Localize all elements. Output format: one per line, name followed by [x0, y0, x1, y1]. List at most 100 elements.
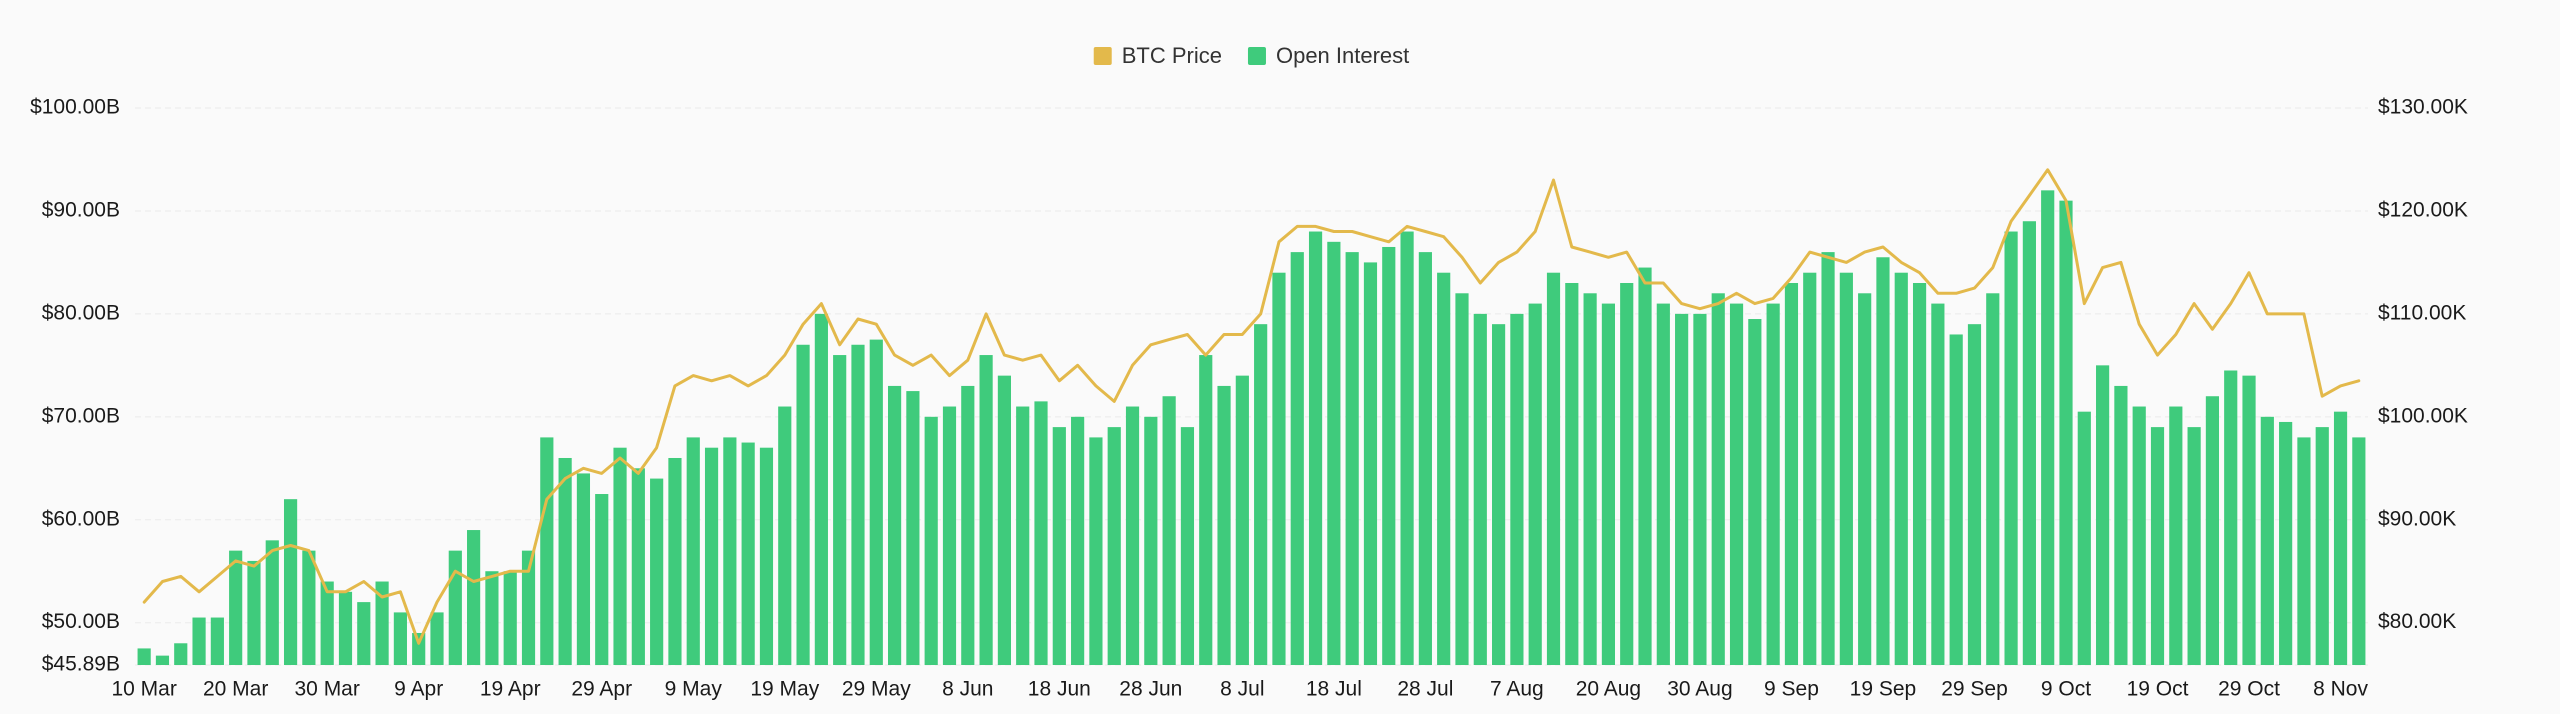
bar	[2297, 437, 2311, 665]
bar	[1290, 252, 1304, 666]
y-tick-label: $45.89B	[42, 653, 120, 676]
bar	[448, 550, 462, 665]
bar	[2333, 411, 2348, 665]
bar	[1894, 272, 1908, 665]
x-tick-label: 18 Jul	[1306, 678, 1362, 701]
bar	[503, 571, 517, 665]
y-tick-label: $80.00B	[42, 301, 120, 324]
bar	[942, 406, 957, 665]
bar	[2187, 427, 2201, 665]
bar	[2242, 375, 2256, 665]
y2-tick-label: $100.00K	[2378, 404, 2468, 427]
bar	[2205, 396, 2220, 665]
x-tick-label: 7 Aug	[1490, 678, 1544, 701]
x-tick-label: 29 May	[842, 678, 911, 701]
bar	[1693, 313, 1707, 665]
bar	[1656, 303, 1670, 665]
bar	[210, 617, 224, 665]
y-tick-label: $70.00B	[42, 404, 120, 427]
bar	[558, 457, 572, 665]
bar	[467, 530, 481, 665]
bar	[2041, 190, 2055, 665]
bar	[1766, 303, 1780, 665]
bar	[485, 571, 499, 665]
bar	[833, 355, 847, 665]
x-tick-label: 8 Nov	[2313, 678, 2368, 701]
bar	[869, 339, 883, 665]
bar	[1729, 303, 1744, 665]
x-tick-label: 19 May	[750, 678, 819, 701]
bar	[595, 494, 609, 665]
bar	[613, 447, 627, 665]
bar	[1638, 267, 1652, 665]
bar	[412, 632, 426, 665]
bar	[1455, 293, 1469, 665]
bar	[302, 550, 316, 665]
bar	[1125, 406, 1140, 665]
bar	[1327, 241, 1341, 665]
x-tick-label: 19 Oct	[2127, 678, 2189, 701]
bar	[1967, 324, 1982, 665]
bar	[2260, 416, 2274, 665]
bar	[1546, 272, 1561, 665]
x-tick-label: 8 Jul	[1220, 678, 1264, 701]
bar	[1400, 231, 1414, 665]
bar	[1363, 262, 1378, 665]
bar	[2004, 231, 2018, 665]
x-tick-label: 18 Jun	[1028, 678, 1091, 701]
bar	[1308, 231, 1323, 665]
bar	[906, 391, 920, 665]
bar	[137, 648, 151, 665]
bar	[229, 550, 243, 665]
y-tick-label: $60.00B	[42, 507, 120, 530]
legend-swatch	[1093, 47, 1112, 65]
bar	[1986, 293, 2000, 665]
bar	[979, 355, 993, 665]
x-tick-label: 8 Jun	[942, 678, 993, 701]
bar	[2077, 411, 2091, 665]
bar	[1473, 313, 1487, 665]
y2-tick-label: $110.00K	[2378, 301, 2466, 324]
bar	[1418, 252, 1432, 666]
bar	[283, 499, 298, 665]
bar	[430, 612, 444, 665]
bar	[741, 442, 755, 665]
bar	[1144, 416, 1158, 665]
bar	[2279, 421, 2293, 665]
legend-swatch	[1247, 47, 1266, 65]
bar	[1254, 324, 1268, 665]
bar	[174, 643, 188, 665]
x-tick-label: 30 Aug	[1667, 678, 1732, 701]
bar	[759, 447, 774, 665]
bar	[2059, 200, 2073, 666]
bar	[521, 550, 536, 665]
bar	[1620, 282, 1634, 665]
x-tick-label: 10 Mar	[111, 678, 176, 701]
bar	[265, 540, 279, 665]
bar	[357, 602, 371, 665]
bar	[1748, 319, 1762, 665]
bar	[1034, 401, 1048, 665]
bar	[2022, 221, 2036, 665]
bar	[1235, 375, 1249, 665]
bar	[2315, 427, 2329, 665]
bar	[1345, 252, 1359, 666]
bar	[247, 560, 261, 665]
bar	[1180, 427, 1195, 665]
y-tick-label: $50.00B	[42, 610, 120, 633]
bar	[1272, 272, 1286, 665]
bar	[723, 437, 737, 665]
x-tick-label: 9 Sep	[1764, 678, 1819, 701]
bar	[2114, 385, 2128, 665]
y2-tick-label: $90.00K	[2378, 507, 2456, 530]
bar	[338, 591, 353, 665]
bar	[1675, 313, 1689, 665]
bar	[1437, 272, 1451, 665]
bar	[1839, 272, 1853, 665]
bar	[540, 437, 554, 665]
x-tick-label: 28 Jun	[1119, 678, 1182, 701]
legend-text: BTC Price	[1122, 43, 1222, 68]
y2-tick-label: $80.00K	[2378, 610, 2456, 633]
